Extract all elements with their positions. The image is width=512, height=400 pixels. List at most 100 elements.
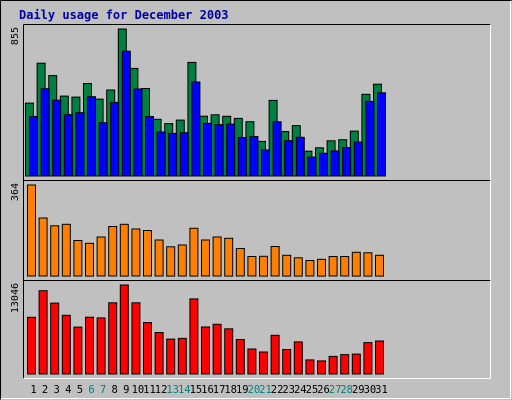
bar xyxy=(108,302,118,375)
y-max-label: 13046 xyxy=(10,283,21,313)
bar xyxy=(154,239,164,277)
day-label: 23 xyxy=(282,384,295,396)
bar xyxy=(247,348,257,375)
bar xyxy=(272,121,282,177)
bar xyxy=(224,328,234,375)
day-label: 28 xyxy=(340,384,353,396)
bar xyxy=(29,116,38,177)
bar xyxy=(293,341,303,375)
bar xyxy=(259,351,268,375)
bar xyxy=(61,223,71,277)
bar xyxy=(212,323,222,375)
bar xyxy=(224,237,234,277)
bar xyxy=(375,340,384,375)
bar xyxy=(237,137,247,177)
day-label: 25 xyxy=(306,384,319,396)
day-label: 1 xyxy=(30,384,36,396)
day-label: 29 xyxy=(352,384,365,396)
bar xyxy=(247,256,257,277)
day-label: 31 xyxy=(375,384,388,396)
bar xyxy=(87,96,96,177)
bar xyxy=(377,92,386,177)
bar xyxy=(191,81,201,177)
bar xyxy=(328,256,338,277)
day-label: 5 xyxy=(77,384,83,396)
bar xyxy=(50,225,60,277)
bar xyxy=(203,122,212,177)
day-label: 14 xyxy=(178,384,191,396)
bar xyxy=(38,217,48,277)
bar xyxy=(342,147,352,177)
bar xyxy=(98,122,108,177)
chart-title: Daily usage for December 2003 xyxy=(19,8,229,22)
bar xyxy=(340,256,350,277)
visits-panel: 13046 xyxy=(10,280,491,379)
bar xyxy=(270,246,280,277)
day-label: 18 xyxy=(224,384,237,396)
bar xyxy=(85,242,94,277)
bar xyxy=(249,136,259,177)
day-label: 15 xyxy=(190,384,203,396)
day-label: 24 xyxy=(294,384,307,396)
bar xyxy=(50,302,60,375)
day-label: 11 xyxy=(143,384,156,396)
bar xyxy=(351,353,361,375)
bar xyxy=(282,349,292,375)
bar xyxy=(121,50,131,177)
bar xyxy=(317,360,326,375)
bar xyxy=(189,227,199,277)
bar xyxy=(38,290,48,375)
bar xyxy=(75,112,85,177)
bar xyxy=(305,359,315,375)
bar xyxy=(307,156,317,177)
bar xyxy=(73,240,83,277)
day-label: 8 xyxy=(112,384,118,396)
y-max-label: 364 xyxy=(10,183,21,201)
day-label: 21 xyxy=(259,384,272,396)
bar xyxy=(156,131,166,177)
bar xyxy=(353,141,363,177)
bar xyxy=(189,298,199,375)
bar xyxy=(131,228,141,277)
hits-files-panel: 855 xyxy=(10,24,491,181)
bar xyxy=(235,339,245,375)
bar xyxy=(166,246,176,277)
kbytes-panel: 364 xyxy=(10,180,491,281)
day-label: 3 xyxy=(54,384,60,396)
bar xyxy=(282,254,292,277)
bar xyxy=(261,149,270,177)
day-label: 13 xyxy=(166,384,179,396)
bar xyxy=(110,101,120,177)
bar xyxy=(363,252,373,277)
bar xyxy=(143,230,152,277)
bar xyxy=(119,284,129,375)
bar xyxy=(27,184,36,277)
bar xyxy=(340,354,350,375)
bar xyxy=(27,316,36,375)
bar xyxy=(40,88,50,177)
bar xyxy=(61,314,71,375)
bar xyxy=(363,342,373,375)
bar xyxy=(212,236,222,277)
bar xyxy=(108,226,118,277)
bar xyxy=(145,116,154,177)
bar xyxy=(214,124,224,177)
day-label: 2 xyxy=(42,384,48,396)
day-labels: 1 2 3 4 5 6 7 8 9 1011121314151617181920212223242… xyxy=(30,384,387,396)
day-label: 27 xyxy=(329,384,342,396)
day-label: 4 xyxy=(65,384,71,396)
bar xyxy=(235,248,245,277)
bar xyxy=(293,257,303,277)
bar xyxy=(365,100,375,177)
day-label: 12 xyxy=(155,384,168,396)
day-label: 17 xyxy=(213,384,226,396)
bar xyxy=(133,88,143,177)
bar xyxy=(284,140,294,177)
day-label: 20 xyxy=(248,384,261,396)
bar xyxy=(259,255,268,277)
bar xyxy=(179,132,189,177)
day-label: 22 xyxy=(271,384,284,396)
bar xyxy=(270,334,280,375)
bar xyxy=(317,258,326,277)
